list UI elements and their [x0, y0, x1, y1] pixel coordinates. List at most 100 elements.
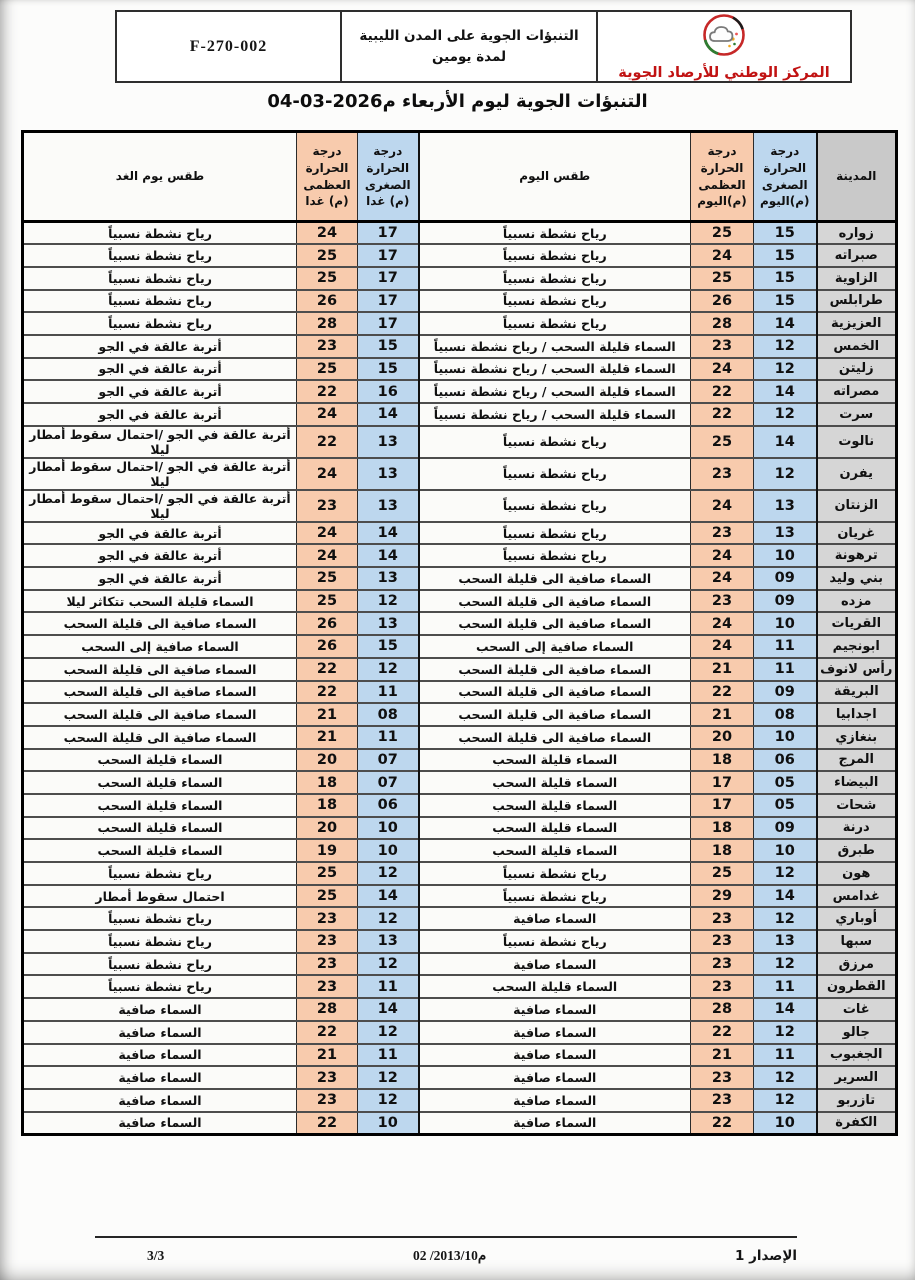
tomorrow-min-cell: 15 [357, 634, 419, 659]
today-min-cell: 14 [753, 997, 817, 1022]
tomorrow-max-cell: 21 [296, 702, 358, 727]
city-cell: العزيزية [815, 311, 897, 336]
today-max-cell: 24 [690, 356, 754, 381]
table-row: ابونجيم 11 24 السماء صافية إلى السحب 15 26 الس… [22, 634, 897, 659]
tomorrow-max-cell: 21 [296, 724, 358, 750]
table-row: القريات 10 24 السماء صافية الى قليلة السحب 1… [22, 611, 897, 636]
tomorrow-max-cell: 22 [296, 1019, 358, 1044]
tomorrow-weather-cell: أتربة عالقة في الجو [22, 356, 297, 381]
today-max-cell: 25 [690, 220, 754, 245]
tomorrow-min-cell: 14 [357, 543, 419, 568]
today-max-cell: 18 [690, 747, 754, 772]
col-header-tomorrow-min: درجة الحرارة الصغرى (م) غدا [357, 131, 419, 223]
tomorrow-max-cell: 25 [296, 566, 358, 591]
table-row: القطرون 11 23 السماء قليلة السحب 11 23 رياح نش… [22, 974, 897, 999]
today-min-cell: 10 [753, 724, 817, 750]
tomorrow-max-cell: 25 [296, 265, 358, 291]
today-min-cell: 06 [753, 747, 817, 772]
today-weather-cell: السماء صافية الى قليلة السحب [417, 679, 691, 704]
table-row: بنغازي 10 20 السماء صافية الى قليلة السحب 11… [22, 724, 897, 750]
tomorrow-max-cell: 18 [296, 770, 358, 795]
today-max-cell: 22 [690, 379, 754, 404]
tomorrow-min-cell: 10 [357, 815, 419, 840]
city-cell: الجغبوب [815, 1042, 897, 1067]
today-min-cell: 13 [753, 929, 817, 954]
city-cell: الكفرة [815, 1110, 897, 1135]
tomorrow-weather-cell: رياح نشطة نسبياً [22, 861, 297, 886]
tomorrow-max-cell: 22 [296, 679, 358, 704]
form-subject-line2: لمدة يومين [431, 48, 507, 65]
col-header-today-max: درجة الحرارة العظمى (م)اليوم [690, 131, 754, 223]
tomorrow-weather-cell: أتربة عالقة في الجو [22, 543, 297, 568]
org-name: المركز الوطني للأرصاد الجوية [618, 65, 830, 81]
tomorrow-weather-cell: رياح نشطة نسبياً [22, 311, 297, 336]
today-max-cell: 24 [690, 566, 754, 591]
today-min-cell: 10 [753, 838, 817, 863]
tomorrow-weather-cell: السماء قليلة السحب [22, 792, 297, 818]
today-min-cell: 11 [753, 974, 817, 999]
table-row: المرج 06 18 السماء قليلة السحب 07 20 السماء قل… [22, 747, 897, 772]
table-row: يفرن 12 23 رياح نشطة نسبياً 13 24 أتربة عالقة … [22, 456, 897, 491]
today-weather-cell: السماء صافية [417, 1110, 691, 1135]
tomorrow-min-cell: 13 [357, 566, 419, 591]
tomorrow-max-cell: 20 [296, 815, 358, 840]
tomorrow-max-cell: 21 [296, 1042, 358, 1067]
today-weather-cell: السماء صافية [417, 951, 691, 976]
city-cell: بنغازي [815, 724, 897, 750]
tomorrow-max-cell: 22 [296, 1110, 358, 1135]
table-row: زليتن 12 24 السماء قليلة السحب / رياح نشطة … [22, 356, 897, 381]
tomorrow-weather-cell: السماء صافية [22, 1019, 297, 1044]
today-weather-cell: رياح نشطة نسبياً [417, 243, 691, 268]
today-min-cell: 15 [753, 288, 817, 313]
tomorrow-weather-cell: السماء قليلة السحب [22, 838, 297, 863]
city-cell: مصراته [815, 379, 897, 404]
tomorrow-max-cell: 19 [296, 838, 358, 863]
table-row: سرت 12 22 السماء قليلة السحب / رياح نشطة نس… [22, 402, 897, 427]
table-row: الجغبوب 11 21 السماء صافية 11 21 السماء صافية [22, 1042, 897, 1067]
tomorrow-weather-cell: السماء صافية الى قليلة السحب [22, 656, 297, 681]
tomorrow-min-cell: 11 [357, 1042, 419, 1067]
table-row: صبراته 15 24 رياح نشطة نسبياً 17 25 رياح نشطة … [22, 243, 897, 268]
today-weather-cell: السماء صافية [417, 1065, 691, 1090]
table-row: غات 14 28 السماء صافية 14 28 السماء صافية [22, 997, 897, 1022]
tomorrow-max-cell: 24 [296, 402, 358, 427]
today-weather-cell: السماء صافية [417, 997, 691, 1022]
form-subject-line1: التنبؤات الجوية على المدن الليبية [359, 27, 579, 44]
table-row: مصراته 14 22 السماء قليلة السحب / رياح نشطة… [22, 379, 897, 404]
today-weather-cell: رياح نشطة نسبياً [417, 288, 691, 313]
today-min-cell: 09 [753, 566, 817, 591]
tomorrow-max-cell: 25 [296, 243, 358, 268]
today-min-cell: 10 [753, 543, 817, 568]
tomorrow-weather-cell: السماء قليلة السحب [22, 815, 297, 840]
today-max-cell: 23 [690, 520, 754, 545]
today-max-cell: 20 [690, 724, 754, 750]
today-min-cell: 12 [753, 356, 817, 381]
today-max-cell: 18 [690, 838, 754, 863]
tomorrow-max-cell: 24 [296, 543, 358, 568]
tomorrow-min-cell: 17 [357, 265, 419, 291]
tomorrow-weather-cell: السماء قليلة السحب تتكاثر ليلا [22, 588, 297, 613]
today-min-cell: 12 [753, 402, 817, 427]
today-max-cell: 22 [690, 1110, 754, 1135]
tomorrow-min-cell: 16 [357, 379, 419, 404]
table-row: شحات 05 17 السماء قليلة السحب 06 18 السماء قلي… [22, 792, 897, 818]
city-cell: مزده [815, 588, 897, 613]
today-min-cell: 11 [753, 1042, 817, 1067]
tomorrow-min-cell: 08 [357, 702, 419, 727]
tomorrow-max-cell: 22 [296, 379, 358, 404]
table-row: غدامس 14 29 رياح نشطة نسبياً 14 25 احتمال سقوط… [22, 883, 897, 908]
tomorrow-min-cell: 12 [357, 906, 419, 931]
tomorrow-max-cell: 23 [296, 974, 358, 999]
tomorrow-weather-cell: رياح نشطة نسبياً [22, 974, 297, 999]
tomorrow-max-cell: 23 [296, 1065, 358, 1090]
today-min-cell: 15 [753, 220, 817, 245]
table-row: اجدابيا 08 21 السماء صافية الى قليلة السحب 0… [22, 702, 897, 727]
today-weather-cell: السماء صافية [417, 906, 691, 931]
table-row: نالوت 14 25 رياح نشطة نسبياً 13 22 أتربة عالقة… [22, 424, 897, 459]
city-cell: ترهونة [815, 543, 897, 568]
today-weather-cell: السماء صافية [417, 1087, 691, 1113]
tomorrow-min-cell: 06 [357, 792, 419, 818]
tomorrow-max-cell: 28 [296, 311, 358, 336]
tomorrow-weather-cell: السماء قليلة السحب [22, 747, 297, 772]
today-max-cell: 25 [690, 424, 754, 459]
